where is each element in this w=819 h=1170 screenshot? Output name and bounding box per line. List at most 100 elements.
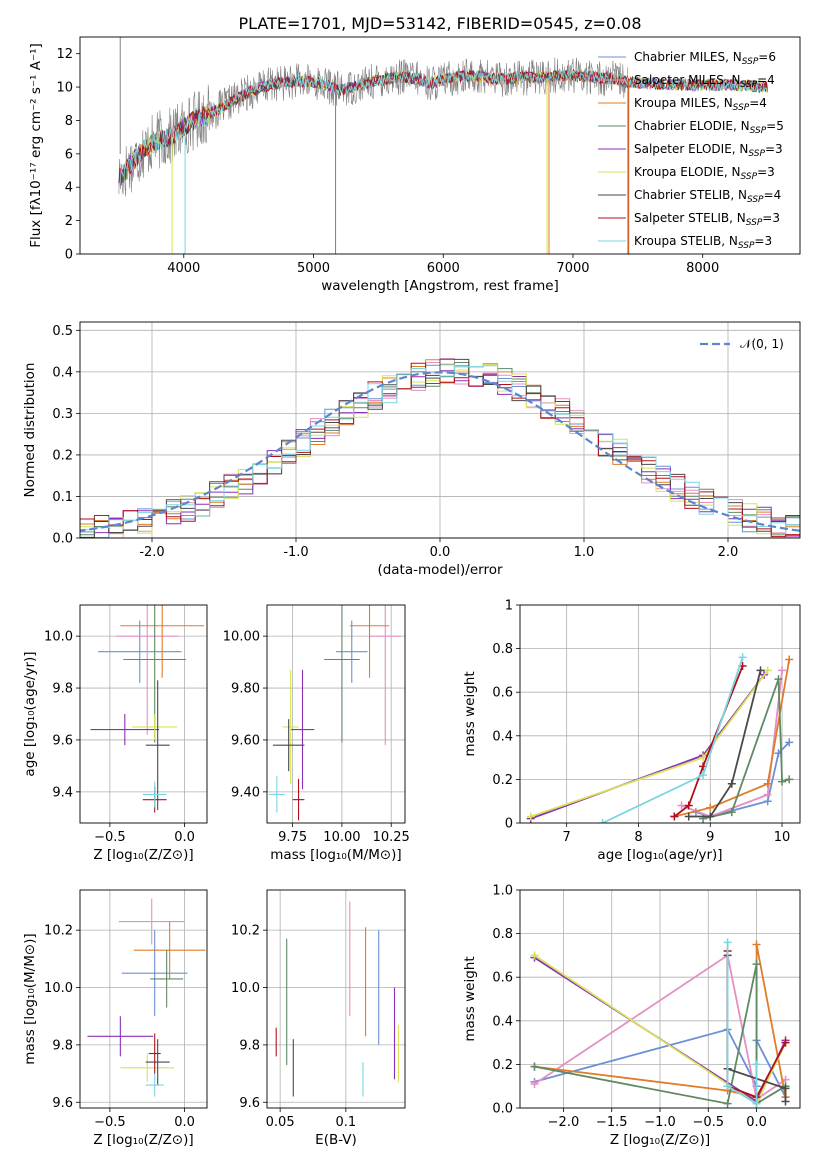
plot-area — [80, 358, 800, 538]
errorbar-salpeter-elodie — [87, 1016, 154, 1057]
y-tick-label: 9.80 — [231, 682, 260, 697]
y-tick-label: 0.0 — [492, 1102, 513, 1117]
weight-marker — [752, 1060, 761, 1069]
x-tick-label: 0.0 — [174, 830, 195, 845]
y-tick-label: 9.40 — [231, 785, 260, 800]
weight-marker — [763, 790, 772, 799]
z-age-panel: −0.5 0.0 9.4 9.6 9.8 10.0 Z [log₁₀(Z/Z⊙)] age [… — [22, 604, 208, 863]
y-tick-label: 0.6 — [492, 686, 513, 701]
axes-frame — [79, 321, 801, 539]
x-tick-label: 9.75 — [278, 830, 307, 845]
x-tick-label: 6000 — [427, 261, 460, 276]
weight-marker — [530, 951, 539, 960]
y-tick-label: 9.6 — [52, 733, 73, 748]
errorbar-salpeter-stelib — [292, 778, 305, 821]
weight-marker — [706, 803, 715, 812]
x-axis-label: mass [log₁₀(M/M⊙)] — [270, 847, 401, 863]
y-tick-label: 8 — [65, 114, 73, 129]
weight-marker — [785, 655, 794, 664]
y-tick-label: 1 — [505, 599, 513, 614]
model-line-kroupa-stelib — [118, 68, 768, 187]
legend-label: Salpeter ELODIE, NSSP=3 — [634, 142, 783, 159]
errorbar-kroupa-miles — [120, 605, 205, 678]
y-axis-label: age [log₁₀(age/yr)] — [22, 651, 38, 776]
y-axis-label: mass weight — [462, 671, 478, 756]
weight-marker — [684, 801, 693, 810]
weight-marker — [684, 812, 693, 821]
y-tick-label: 6 — [65, 147, 73, 162]
axes-frame — [79, 36, 801, 255]
errorbar-chabrier-miles — [336, 620, 368, 683]
legend-label: Kroupa MILES, NSSP=4 — [634, 96, 767, 113]
legend-label: Kroupa STELIB, NSSP=3 — [634, 234, 772, 251]
y-tick-label: 12 — [56, 47, 73, 62]
y-tick-label: 10.2 — [44, 924, 73, 939]
x-tick-label: 1.0 — [574, 545, 595, 560]
x-tick-label: −1.5 — [596, 1115, 628, 1130]
legend-label: Salpeter MILES, NSSP=4 — [634, 73, 775, 90]
x-axis-label: Z [log₁₀(Z/Z⊙)] — [93, 1132, 193, 1148]
y-tick-label: 0.4 — [492, 1014, 513, 1029]
x-tick-label: 5000 — [297, 261, 330, 276]
x-tick-label: −1.0 — [644, 1115, 676, 1130]
legend-label: 𝒩(0, 1) — [740, 337, 784, 351]
errorbar-salpeter-elodie — [290, 669, 315, 790]
y-tick-label: 10.0 — [44, 630, 73, 645]
weight-marker — [727, 808, 736, 817]
y-tick-label: 0.2 — [52, 448, 73, 463]
axes-frame — [519, 889, 801, 1109]
x-tick-label: −0.5 — [94, 830, 126, 845]
plot-area — [275, 901, 399, 1097]
weight-marker — [526, 812, 535, 821]
errorbar-chabrier-stelib — [272, 719, 305, 772]
plot-area — [530, 938, 790, 1108]
y-tick-label: 2 — [65, 214, 73, 229]
y-tick-label: 9.6 — [52, 1096, 73, 1111]
x-tick-label: 4000 — [167, 261, 200, 276]
weight-marker — [778, 777, 787, 786]
weight-marker — [530, 1062, 539, 1071]
y-tick-label: 4 — [65, 181, 73, 196]
weight-marker — [774, 675, 783, 684]
figure-title: PLATE=1701, MJD=53142, FIBERID=0545, z=0… — [238, 14, 641, 33]
residuals-panel: -2.0 -1.0 0.0 1.0 2.0 0.0 0.1 0.2 0.3 0.4 0.5 (data… — [22, 321, 801, 578]
y-tick-label: 0.0 — [52, 532, 73, 547]
errorbar-salpeter-stelib — [148, 1033, 161, 1074]
errorbar-salpeter-miles — [115, 605, 179, 735]
x-tick-label: −0.5 — [94, 1115, 126, 1130]
x-tick-label: 10 — [774, 830, 791, 845]
weight-marker — [785, 775, 794, 784]
x-axis-label: Z [log₁₀(Z/Z⊙)] — [93, 847, 193, 863]
errorbar-salpeter-miles — [118, 898, 185, 945]
y-tick-label: 10 — [56, 81, 73, 96]
y-tick-label: 0.8 — [492, 642, 513, 657]
x-axis-label: age [log₁₀(age/yr)] — [597, 847, 722, 863]
weight-line-kroupa-miles — [674, 659, 791, 818]
y-axis-label: Flux [fλ10⁻¹⁷ erg cm⁻² s⁻¹ A⁻¹] — [28, 43, 44, 248]
x-axis-label: wavelength [Angstrom, rest frame] — [321, 278, 559, 294]
y-tick-label: 9.8 — [52, 682, 73, 697]
errorbar-kroupa-stelib — [268, 776, 285, 813]
errorbar-kroupa-stelib — [142, 781, 167, 808]
y-tick-label: 10.00 — [223, 630, 260, 645]
plot-area — [268, 605, 402, 821]
axes-frame — [266, 889, 406, 1109]
weight-marker — [781, 1038, 790, 1047]
x-tick-label: 8000 — [686, 261, 719, 276]
x-tick-label: 8 — [634, 830, 642, 845]
plot-area — [90, 605, 205, 813]
x-tick-label: 2.0 — [718, 545, 739, 560]
y-tick-label: 0 — [65, 248, 73, 263]
weight-marker — [781, 1097, 790, 1106]
weight-line-kroupa-stelib — [726, 942, 758, 1106]
errorbar-kroupa-miles — [133, 921, 206, 979]
weight-marker — [723, 1082, 732, 1091]
x-tick-label: −0.5 — [692, 1115, 724, 1130]
y-tick-label: 0.1 — [52, 490, 73, 505]
weight-line-chabrier-stelib — [688, 670, 762, 818]
errorbar-salpeter-elodie — [90, 714, 160, 746]
weight-marker — [752, 1099, 761, 1108]
z-mass-panel: −0.5 0.0 9.6 9.8 10.0 10.2 Z [log₁₀(Z/Z⊙)] mass… — [22, 889, 208, 1148]
weight-marker — [706, 812, 715, 821]
